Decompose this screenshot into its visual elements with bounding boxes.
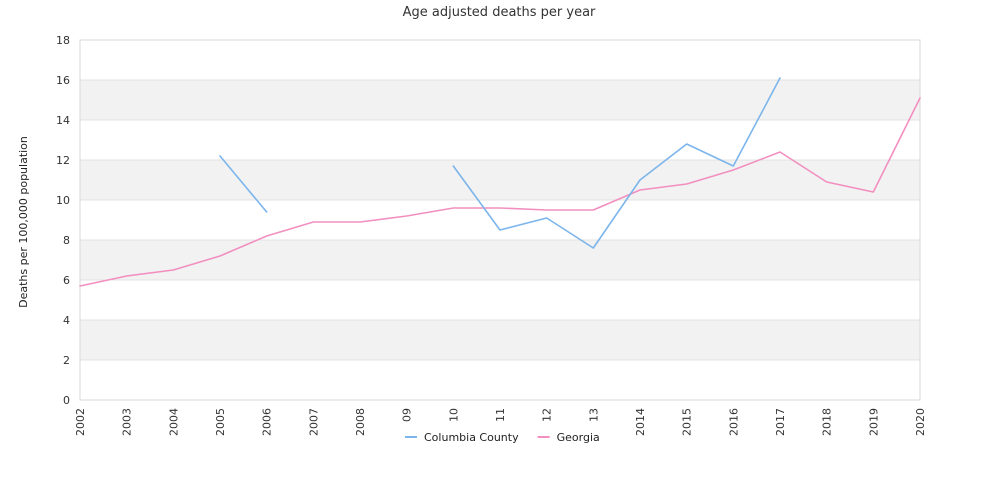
x-tick-label: 2020 (914, 408, 927, 436)
y-tick-label: 2 (63, 354, 70, 367)
legend: Columbia County Georgia (405, 431, 600, 444)
chart-title: Age adjusted deaths per year (403, 5, 596, 20)
plot-band (80, 320, 920, 360)
x-tick-label: 2005 (214, 408, 227, 436)
x-axis: 2002 2003 2004 2005 2006 2007 2008 09 10 11 12 13 20… (74, 408, 927, 436)
y-tick-label: 4 (63, 314, 70, 327)
x-tick-label: 13 (587, 408, 600, 422)
y-tick-label: 0 (63, 394, 70, 407)
y-tick-label: 16 (56, 74, 70, 87)
plot-band (80, 160, 920, 200)
series-columbia-county (219, 77, 781, 249)
x-tick-label: 2016 (727, 408, 740, 436)
plot-band (80, 240, 920, 280)
legend-item[interactable]: Columbia County (405, 431, 519, 444)
x-tick-label: 2007 (307, 408, 320, 436)
y-tick-label: 10 (56, 194, 70, 207)
y-tick-label: 14 (56, 114, 70, 127)
x-tick-label: 2002 (74, 408, 87, 436)
legend-label: Georgia (557, 431, 600, 444)
x-tick-label: 10 (447, 408, 460, 422)
plot-frame (79, 39, 921, 401)
x-tick-label: 2003 (121, 408, 134, 436)
x-tick-label: 2019 (867, 408, 880, 436)
y-tick-label: 8 (63, 234, 70, 247)
y-tick-label: 12 (56, 154, 70, 167)
x-tick-label: 12 (541, 408, 554, 422)
x-tick-label: 2018 (821, 408, 834, 436)
y-tick-label: 6 (63, 274, 70, 287)
y-axis-title: Deaths per 100,000 population (17, 136, 30, 308)
x-tick-label: 2004 (167, 408, 180, 436)
x-tick-label: 11 (494, 408, 507, 422)
legend-item[interactable]: Georgia (537, 431, 600, 444)
series-group (79, 77, 921, 287)
series-line (219, 155, 268, 213)
x-tick-label: 09 (401, 408, 414, 422)
x-tick-label: 2014 (634, 408, 647, 436)
x-tick-label: 2017 (774, 408, 787, 436)
x-tick-label: 2006 (261, 408, 274, 436)
y-axis: 0 2 4 6 8 10 12 14 16 18 (56, 34, 70, 407)
series-line (452, 77, 781, 249)
x-tick-label: 2015 (681, 408, 694, 436)
x-tick-label: 2008 (354, 408, 367, 436)
series-line (79, 97, 921, 287)
series-georgia (79, 97, 921, 287)
legend-label: Columbia County (424, 431, 519, 444)
y-tick-label: 18 (56, 34, 70, 47)
plot-band (80, 80, 920, 120)
plot-bands (80, 80, 920, 360)
